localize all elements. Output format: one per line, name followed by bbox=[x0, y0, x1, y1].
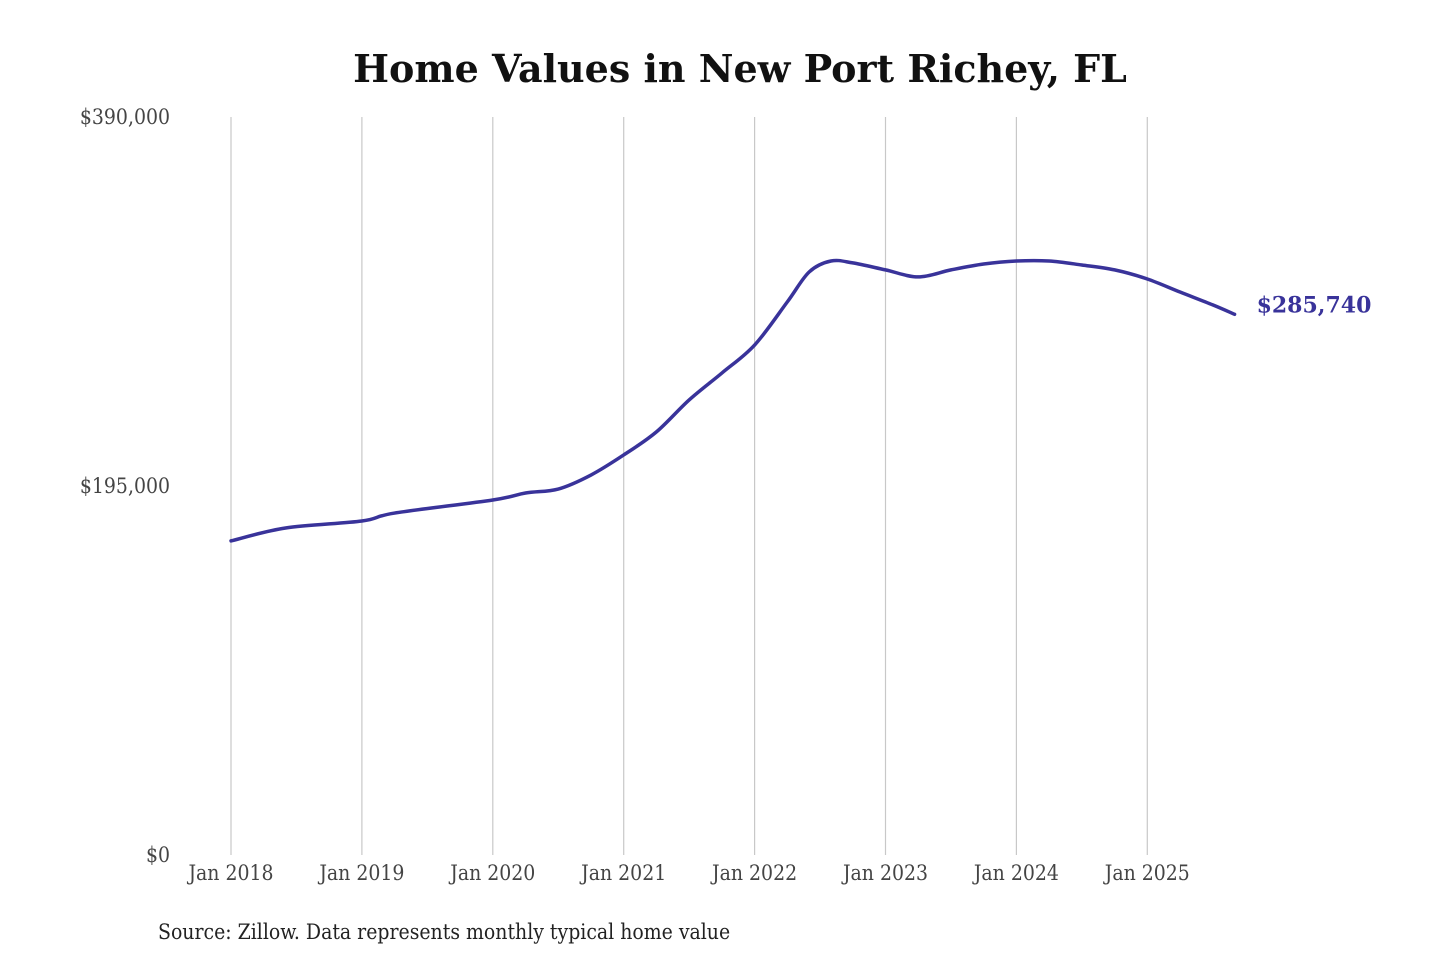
source-note: Source: Zillow. Data represents monthly … bbox=[158, 920, 730, 944]
x-tick-label: Jan 2023 bbox=[841, 861, 928, 885]
y-tick-label: $390,000 bbox=[80, 105, 170, 129]
x-tick-label: Jan 2019 bbox=[317, 861, 404, 885]
x-tick-label: Jan 2024 bbox=[972, 861, 1059, 885]
gridlines bbox=[230, 117, 1148, 855]
series-line bbox=[229, 258, 1237, 543]
x-tick-label: Jan 2020 bbox=[448, 861, 535, 885]
end-value-label: $285,740 bbox=[1257, 292, 1372, 318]
x-tick-label: Jan 2021 bbox=[579, 861, 666, 885]
y-tick-label: $195,000 bbox=[80, 474, 170, 498]
x-tick-label: Jan 2022 bbox=[710, 861, 797, 885]
y-axis: $0 $195,000 $390,000 bbox=[80, 105, 170, 867]
x-tick-label: Jan 2025 bbox=[1103, 861, 1190, 885]
x-tick-label: Jan 2018 bbox=[186, 861, 273, 885]
y-tick-label: $0 bbox=[146, 843, 170, 867]
x-axis: Jan 2018 Jan 2019 Jan 2020 Jan 2021 Jan 2022… bbox=[186, 861, 1189, 885]
chart-title: Home Values in New Port Richey, FL bbox=[353, 46, 1127, 91]
